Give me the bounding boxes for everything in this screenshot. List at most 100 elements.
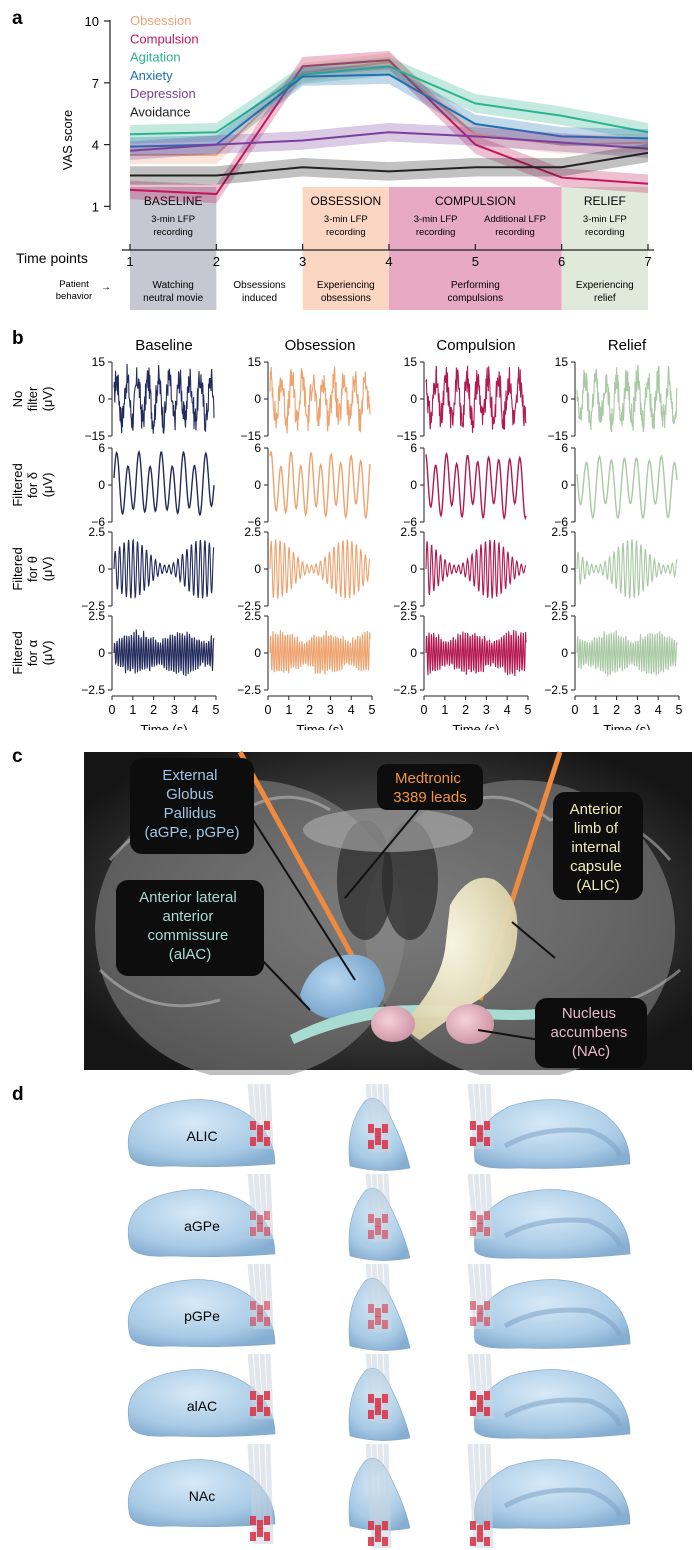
render-right-groove-4 — [503, 1487, 623, 1517]
ytick-label-r2c0-1: 0 — [98, 562, 105, 576]
lead-contact-2-0-0 — [250, 1301, 256, 1310]
ytick-label-r1c3-1: 0 — [561, 478, 568, 492]
label-alac-line4: (alAC) — [169, 946, 212, 963]
lead-contact-0-2-1 — [477, 1125, 483, 1134]
lead-contact-2-1-5 — [382, 1320, 388, 1329]
ytick-label-r3c3-0: 2.5 — [551, 609, 568, 623]
y-tick-label-0: 10 — [85, 14, 99, 29]
phase-band-0 — [130, 187, 217, 310]
behavior-4-b: relief — [594, 293, 616, 304]
render-right-groove-3 — [503, 1397, 623, 1427]
render-right-groove-0 — [503, 1127, 623, 1157]
label-nac: Nucleus accumbens (NAc) — [535, 998, 647, 1068]
y-tick-label-3: 1 — [92, 199, 99, 214]
x-axis-label: Time points — [16, 250, 88, 266]
lead-contact-3-0-0 — [250, 1391, 256, 1400]
xtick-label-c0-3: 3 — [171, 703, 178, 717]
series-band-anxiety — [130, 65, 648, 156]
lead-contact-0-2-3 — [470, 1137, 476, 1146]
phase-sub-1-a: 3-min LFP — [324, 214, 368, 225]
ytick-label-r3c1-1: 0 — [254, 646, 261, 660]
lead-contact-0-2-0 — [470, 1121, 476, 1130]
lead-contact-0-0-4 — [257, 1133, 263, 1142]
ytick-label-r0c2-1: 0 — [410, 392, 417, 406]
label-nac-line1: Nucleus — [562, 1005, 616, 1022]
xtick-label-c3-1: 1 — [592, 703, 599, 717]
lead-contact-3-1-2 — [382, 1394, 388, 1403]
ytick-label-r0c0-2: −15 — [85, 429, 106, 443]
lead-shaft-3-1-3 — [383, 1353, 392, 1423]
alic-structure — [408, 877, 518, 1040]
phase-sub-1-b: recording — [326, 227, 366, 238]
column-title-obsession: Obsession — [285, 337, 356, 354]
xtick-label-c0-1: 1 — [129, 703, 136, 717]
render-right-groove-1 — [503, 1217, 623, 1247]
lead-contact-4-1-1 — [375, 1525, 381, 1534]
lead-contact-0-1-5 — [382, 1140, 388, 1149]
xtick-label-c1-5: 5 — [369, 703, 376, 717]
column-title-relief: Relief — [608, 337, 647, 354]
lead-contact-0-1-0 — [368, 1124, 374, 1133]
series-band-depression — [130, 122, 648, 161]
lead-contact-1-0-1 — [257, 1215, 263, 1224]
ytick-label-r0c1-1: 0 — [254, 392, 261, 406]
ytick-label-r3c1-0: 2.5 — [244, 609, 261, 623]
lead-contact-0-2-4 — [477, 1133, 483, 1142]
lead-contact-2-0-4 — [257, 1313, 263, 1322]
ytick-label-r3c0-1: 0 — [98, 646, 105, 660]
row-label-3-a: Filtered — [10, 631, 25, 674]
label-leads-line1: Medtronic — [395, 770, 461, 787]
legend-agitation: Agitation — [130, 50, 181, 65]
lead-contact-3-2-1 — [477, 1395, 483, 1404]
ytick-label-r0c3-0: 15 — [555, 355, 569, 369]
connector-nac — [477, 1029, 541, 1041]
ytick-label-r3c3-2: −2.5 — [544, 683, 568, 697]
lead-contact-1-1-3 — [368, 1230, 374, 1239]
phase-sub-0-a: 3-min LFP — [151, 214, 195, 225]
legend-avoidance: Avoidance — [130, 105, 190, 120]
ytick-label-r2c3-1: 0 — [561, 562, 568, 576]
ytick-label-r3c0-0: 2.5 — [88, 609, 105, 623]
ytick-label-r1c2-2: −6 — [403, 515, 417, 529]
lead-contact-4-0-4 — [257, 1528, 263, 1537]
lead-contact-1-2-4 — [477, 1223, 483, 1232]
xtick-label-c3-3: 3 — [634, 703, 641, 717]
lead-shaft-0-1-3 — [383, 1083, 392, 1153]
phase-sub2-2-b: recording — [495, 227, 535, 238]
x-tick-label-6: 7 — [644, 254, 651, 269]
render-right-groove-2 — [503, 1307, 623, 1337]
ytick-label-r1c0-0: 6 — [98, 441, 105, 455]
lead-contact-2-2-1 — [477, 1305, 483, 1314]
row-label-1-a: Filtered — [10, 463, 25, 506]
svg-text:Anterior limb of i: Anterior limb of internal capsule (ALIC) — [570, 801, 627, 894]
series-line-obsession — [130, 61, 649, 156]
lead-contact-0-1-1 — [375, 1128, 381, 1137]
behavior-1-a: Obsessions — [233, 280, 285, 291]
ytick-label-r0c1-0: 15 — [248, 355, 262, 369]
lead-contact-3-1-0 — [368, 1394, 374, 1403]
x-tick-label-3: 4 — [385, 254, 392, 269]
legend-depression: Depression — [130, 86, 196, 101]
trace-relief-r0 — [576, 364, 678, 433]
ytick-label-r0c2-2: −15 — [397, 429, 418, 443]
label-leads-line2: 3389 leads — [393, 789, 466, 806]
phase-sub-2-a: 3-min LFP — [414, 214, 458, 225]
ytick-label-r2c3-0: 2.5 — [551, 525, 568, 539]
ytick-label-r1c0-2: −6 — [91, 515, 105, 529]
lead-shaft-4-2-0 — [467, 1443, 479, 1548]
structure-label-2: pGPe — [184, 1308, 220, 1324]
series-line-depression — [129, 131, 649, 152]
svg-text:External Globus Pa: External Globus Pallidus (aGPe, pGPe) — [144, 767, 239, 841]
lead-contact-3-2-3 — [470, 1407, 476, 1416]
lead-contact-3-2-4 — [477, 1403, 483, 1412]
behavior-0-a: Watching — [153, 280, 194, 291]
lead-shaft-3-2-3 — [485, 1353, 494, 1420]
label-nac-line3: (NAc) — [572, 1043, 610, 1060]
lead-contact-4-0-3 — [250, 1532, 256, 1541]
behavior-3-b: compulsions — [448, 293, 504, 304]
lead-contact-2-2-3 — [470, 1317, 476, 1326]
lead-contact-1-1-4 — [375, 1226, 381, 1235]
x-tick-label-5: 6 — [558, 254, 565, 269]
phase-sub-3-b: recording — [585, 227, 625, 238]
phase-sub-0-b: recording — [153, 227, 193, 238]
